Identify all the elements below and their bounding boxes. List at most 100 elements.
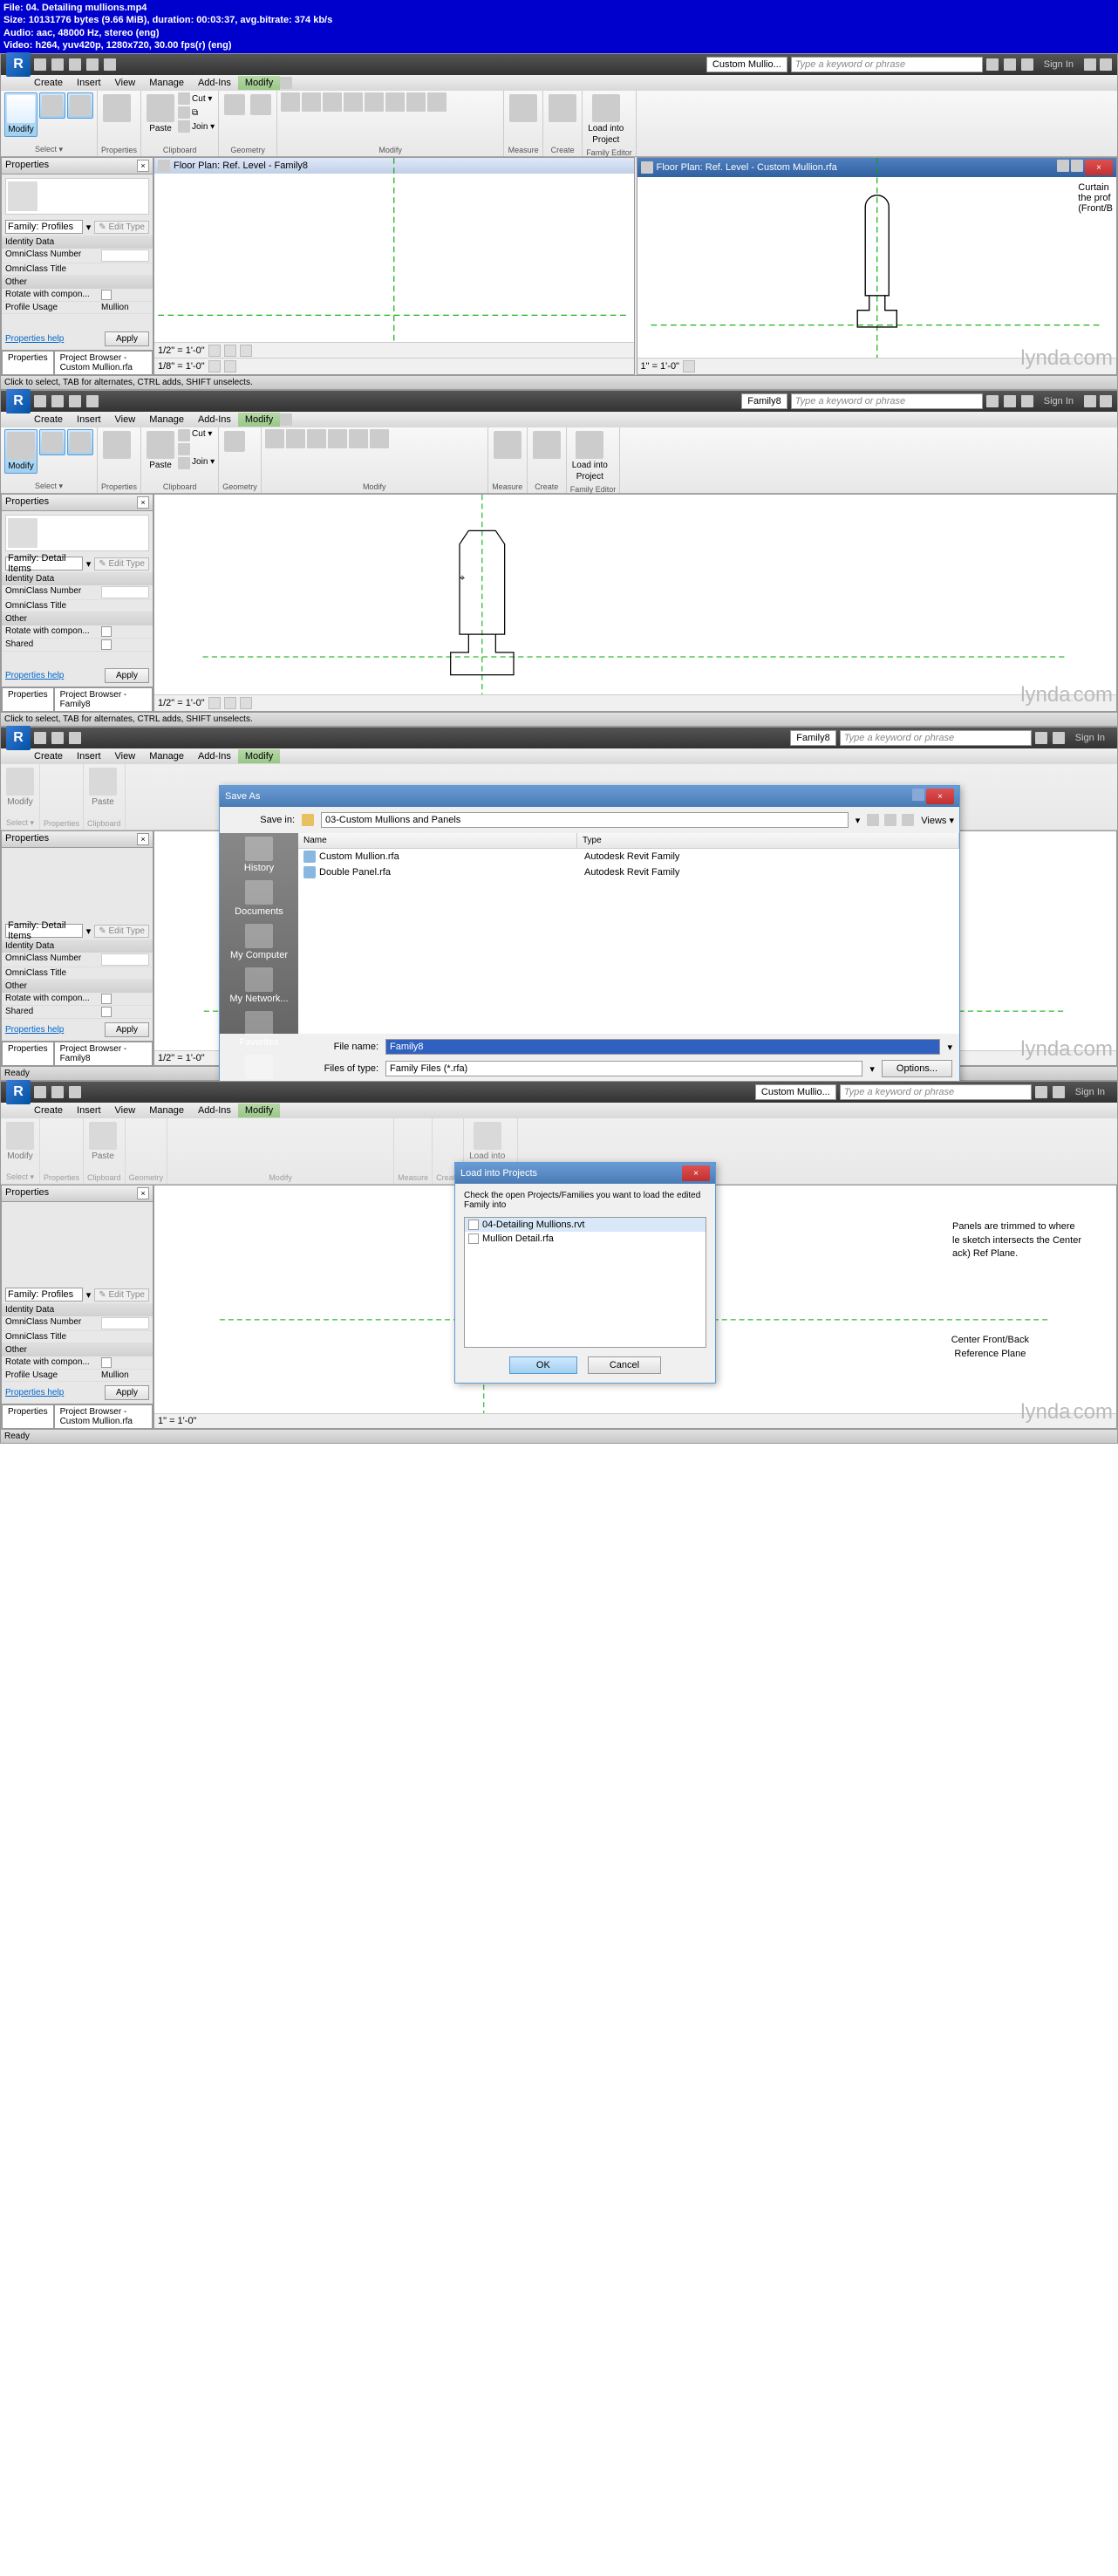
close-icon[interactable]: × (682, 1165, 710, 1181)
revit-logo[interactable]: R (6, 52, 31, 77)
undo-icon[interactable] (69, 58, 81, 71)
trim-icon[interactable] (323, 92, 342, 112)
back-icon[interactable] (867, 814, 879, 826)
split-icon[interactable] (365, 92, 384, 112)
menu-insert[interactable]: Insert (70, 76, 108, 90)
print-icon[interactable] (104, 58, 116, 71)
lynda-logo: lynda.com (1020, 346, 1113, 371)
revit-file-icon (303, 866, 316, 878)
frame-1: R Custom Mullio... Type a keyword or phr… (0, 53, 1118, 390)
project-item[interactable]: 04-Detailing Mullions.rvt (465, 1218, 706, 1232)
rotate-checkbox[interactable] (101, 290, 112, 300)
annotation-text: Center Front/BackReference Plane (951, 1334, 1029, 1361)
tab-browser[interactable]: Project Browser - Custom Mullion.rfa (54, 351, 153, 374)
props-help-link[interactable]: Properties help (5, 334, 64, 344)
omni-num-input[interactable] (101, 249, 149, 262)
props-btn2[interactable] (67, 92, 93, 119)
viewport-right[interactable]: Floor Plan: Ref. Level - Custom Mullion.… (637, 157, 1118, 375)
file-list[interactable]: Name Type Custom Mullion.rfaAutodesk Rev… (298, 833, 959, 1034)
edit-type-btn[interactable]: ✎ Edit Type (94, 221, 149, 234)
ribbon: Modify Select ▾ Properties Paste Cut ▾ ⧉… (1, 91, 1117, 157)
binoculars-icon[interactable] (986, 58, 999, 71)
geom2-icon (250, 94, 271, 115)
frame-2: R Family8 Type a keyword or phrase Sign … (0, 390, 1118, 727)
menu-view[interactable]: View (108, 76, 143, 90)
search-box[interactable]: Type a keyword or phrase (791, 57, 983, 72)
filename-input[interactable]: Family8 (385, 1039, 940, 1055)
views-dropdown[interactable]: Views ▾ (921, 815, 954, 826)
close-icon[interactable]: × (926, 789, 954, 804)
scale-icon[interactable] (406, 92, 426, 112)
load-projects-dialog: Load into Projects× Check the open Proje… (454, 1162, 716, 1384)
create-icon (549, 94, 576, 122)
pin-icon[interactable] (427, 92, 447, 112)
clipboard-icon (147, 94, 174, 122)
array-icon[interactable] (385, 92, 405, 112)
family-selector[interactable]: Family: Profiles (5, 220, 83, 234)
close-x-icon[interactable] (1084, 58, 1096, 71)
properties-btn[interactable] (101, 92, 133, 124)
panel-icon[interactable] (280, 77, 292, 89)
ok-button[interactable]: OK (509, 1356, 577, 1374)
revit-logo[interactable]: R (6, 389, 31, 413)
menu-addins[interactable]: Add-Ins (191, 76, 238, 90)
nav-history[interactable]: History (244, 837, 274, 873)
delete-icon[interactable] (902, 814, 914, 826)
menu-create[interactable]: Create (27, 76, 70, 90)
move-icon[interactable] (281, 92, 300, 112)
mirror-icon[interactable] (344, 92, 363, 112)
menu-manage[interactable]: Manage (142, 76, 191, 90)
star-icon[interactable] (1021, 58, 1033, 71)
nav-documents[interactable]: Documents (235, 880, 283, 917)
help-icon[interactable] (1100, 58, 1112, 71)
file-line: File: 04. Detailing mullions.mp4 (3, 2, 1115, 14)
properties-icon (103, 94, 131, 122)
video-info-header: File: 04. Detailing mullions.mp4 Size: 1… (0, 0, 1118, 53)
props-icon2 (70, 95, 91, 116)
paste-btn[interactable]: Paste (145, 92, 176, 135)
tab-properties[interactable]: Properties (2, 351, 54, 374)
family-thumbnail (8, 181, 37, 211)
props-title: Properties (5, 160, 49, 172)
load-into-project-btn[interactable]: Load intoProject (586, 92, 625, 147)
viewport-full[interactable]: ⌖ 1/2" = 1'-0" lynda.com (153, 494, 1117, 712)
join-btn[interactable]: Join ▾ (178, 120, 215, 133)
open-icon[interactable] (34, 58, 46, 71)
modify-button[interactable]: Modify (4, 92, 37, 137)
cursor-icon (7, 95, 35, 123)
copy-btn[interactable]: ⧉ (178, 106, 215, 119)
quick-access-toolbar: R Custom Mullio... Type a keyword or phr… (1, 54, 1117, 75)
viewport-left[interactable]: Floor Plan: Ref. Level - Family8 1/2" = … (153, 157, 635, 375)
annotation-text: Panels are trimmed to wherele sketch int… (952, 1220, 1081, 1261)
save-in-path[interactable]: 03-Custom Mullions and Panels (321, 812, 849, 828)
apply-button[interactable]: Apply (105, 331, 149, 346)
sign-in-link[interactable]: Sign In (1037, 59, 1081, 70)
measure-icon (509, 94, 537, 122)
copy-icon (178, 106, 190, 119)
doc-title[interactable]: Custom Mullio... (706, 57, 787, 72)
save-icon[interactable] (51, 58, 64, 71)
nav-network[interactable]: My Network... (229, 967, 288, 1004)
close-icon[interactable]: × (137, 160, 149, 172)
filetype-select[interactable]: Family Files (*.rfa) (385, 1061, 862, 1076)
redo-icon[interactable] (86, 58, 99, 71)
help-icon[interactable] (912, 789, 924, 801)
folder-icon (302, 814, 314, 826)
project-item[interactable]: Mullion Detail.rfa (465, 1232, 706, 1246)
dialog-title: Save As (225, 791, 260, 802)
props-btn[interactable] (39, 92, 65, 119)
cut-btn[interactable]: Cut ▾ (178, 92, 215, 105)
load-icon (592, 94, 620, 122)
props-icon (42, 95, 63, 116)
project-checkbox (468, 1220, 479, 1230)
key-icon[interactable] (1004, 58, 1016, 71)
file-row[interactable]: Double Panel.rfaAutodesk Revit Family (298, 864, 959, 880)
dialog-msg: Check the open Projects/Families you wan… (455, 1184, 715, 1217)
cancel-button[interactable]: Cancel (588, 1356, 661, 1374)
nav-computer[interactable]: My Computer (230, 924, 288, 960)
file-row[interactable]: Custom Mullion.rfaAutodesk Revit Family (298, 849, 959, 864)
rotate-icon[interactable] (302, 92, 321, 112)
menu-modify[interactable]: Modify (238, 76, 280, 90)
up-icon[interactable] (884, 814, 896, 826)
options-button[interactable]: Options... (882, 1060, 952, 1077)
